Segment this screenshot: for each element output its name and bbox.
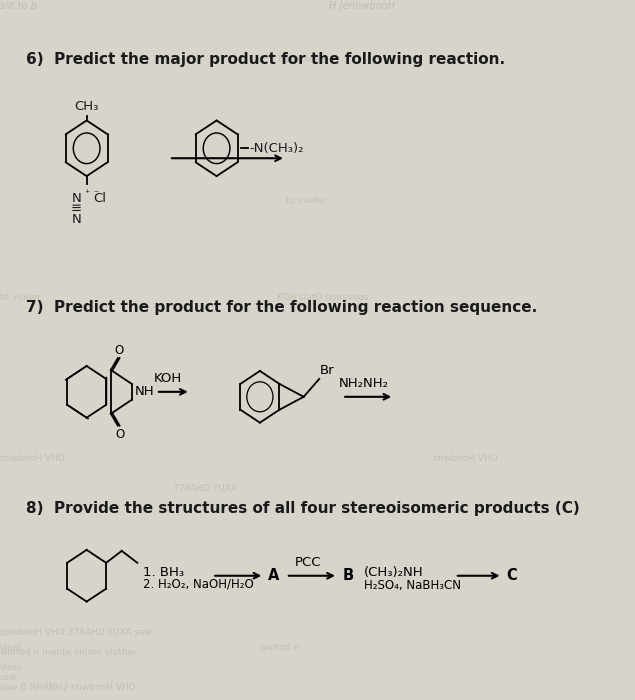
Text: 378AHD YUXA: 378AHD YUXA bbox=[173, 484, 237, 494]
Text: to viuder: to viuder bbox=[0, 293, 41, 302]
Text: KOH: KOH bbox=[154, 372, 182, 385]
Text: O: O bbox=[114, 344, 123, 357]
Text: 8)  Provide the structures of all four stereoisomeric products (C): 8) Provide the structures of all four st… bbox=[26, 501, 580, 516]
Text: NH: NH bbox=[134, 385, 154, 398]
Text: bbs-somse: bbs-somse bbox=[277, 55, 326, 64]
Text: stiwbnoH VHO: stiwbnoH VHO bbox=[433, 454, 498, 463]
Text: 2. H₂O₂, NaOH/H₂O: 2. H₂O₂, NaOH/H₂O bbox=[143, 578, 254, 591]
Text: to viuder: to viuder bbox=[286, 196, 327, 205]
Text: (CH₃)₂NH: (CH₃)₂NH bbox=[364, 566, 424, 579]
Text: CH₃: CH₃ bbox=[74, 99, 99, 113]
Text: ⁺: ⁺ bbox=[84, 189, 90, 199]
Text: wintod n mente snime viather: wintod n mente snime viather bbox=[0, 648, 137, 657]
Text: A: A bbox=[268, 568, 279, 583]
Text: PCC: PCC bbox=[294, 556, 321, 569]
Text: 7)  Predict the product for the following reaction sequence.: 7) Predict the product for the following… bbox=[26, 300, 537, 316]
Text: Cl: Cl bbox=[93, 192, 107, 205]
Text: 6)  Predict the major product for the following reaction.: 6) Predict the major product for the fol… bbox=[26, 52, 505, 67]
Text: KOH slatD noirsvoos: KOH slatD noirsvoos bbox=[277, 293, 368, 302]
Text: stiwbnoH VHO: stiwbnoH VHO bbox=[0, 454, 65, 463]
Text: saw: saw bbox=[0, 673, 18, 682]
Text: vises: vises bbox=[0, 663, 23, 672]
Text: -N(CH₃)₂: -N(CH₃)₂ bbox=[250, 142, 304, 155]
Text: vises: vises bbox=[0, 643, 23, 652]
Text: silt to b: silt to b bbox=[0, 1, 37, 11]
Text: wintod n: wintod n bbox=[260, 643, 299, 652]
Text: H₂SO₄, NaBH₃CN: H₂SO₄, NaBH₃CN bbox=[364, 579, 461, 592]
Text: stiwbnoH VHO 378AHD YUXA saw: stiwbnoH VHO 378AHD YUXA saw bbox=[0, 629, 152, 638]
Text: H JerihwbnoH: H JerihwbnoH bbox=[329, 1, 395, 11]
Text: 1. BH₃: 1. BH₃ bbox=[143, 566, 184, 579]
Text: N: N bbox=[71, 192, 81, 205]
Text: O: O bbox=[115, 428, 124, 440]
Text: ≡: ≡ bbox=[70, 202, 82, 215]
Text: NH₂NH₂: NH₂NH₂ bbox=[339, 377, 389, 390]
Text: B: B bbox=[342, 568, 353, 583]
Text: saw B NHANH2 stiwbnoH VHO: saw B NHANH2 stiwbnoH VHO bbox=[0, 683, 136, 692]
Text: ⁻: ⁻ bbox=[93, 189, 98, 199]
Text: Br: Br bbox=[320, 364, 335, 377]
Text: N: N bbox=[71, 213, 81, 226]
Text: C: C bbox=[506, 568, 517, 583]
